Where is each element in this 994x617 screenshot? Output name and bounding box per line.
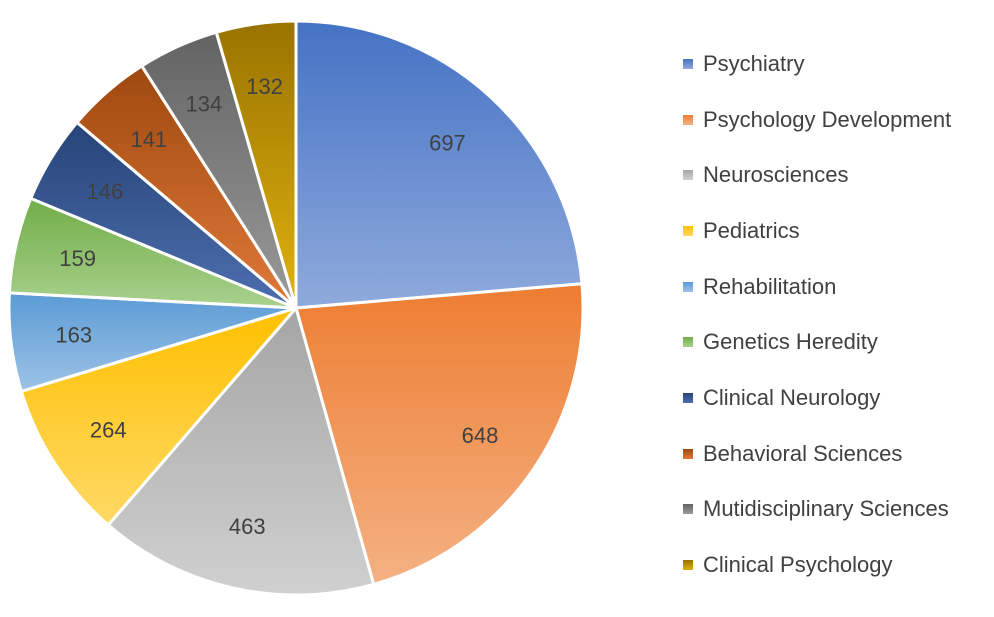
legend-item-clinical-psychology: Clinical Psychology <box>683 537 988 593</box>
pie-slice-pediatrics <box>19 306 298 527</box>
data-label-neurosciences: 463 <box>229 514 266 539</box>
data-label-clinical-psychology: 132 <box>246 74 283 99</box>
pie-slices <box>7 19 585 597</box>
legend-item-pediatrics: Pediatrics <box>683 203 988 259</box>
legend-item-behavioral-sciences: Behavioral Sciences <box>683 426 988 482</box>
legend-item-psychology-development: Psychology Development <box>683 92 988 148</box>
legend-swatch <box>683 281 693 292</box>
data-label-mutidisciplinary-sciences: 134 <box>185 91 222 116</box>
legend-label: Mutidisciplinary Sciences <box>703 496 949 522</box>
legend: Psychiatry Psychology Development Neurosci… <box>683 36 988 593</box>
legend-swatch <box>683 560 693 571</box>
legend-item-rehabilitation: Rehabilitation <box>683 259 988 315</box>
legend-label: Behavioral Sciences <box>703 440 903 466</box>
legend-label: Clinical Neurology <box>703 384 881 410</box>
legend-label: Genetics Heredity <box>703 329 878 355</box>
legend-swatch <box>683 392 693 403</box>
legend-swatch <box>683 114 693 125</box>
data-label-rehabilitation: 163 <box>55 323 92 348</box>
legend-label: Psychiatry <box>703 50 805 76</box>
legend-swatch <box>683 448 693 459</box>
pie-slice-psychiatry <box>294 19 584 310</box>
legend-label: Clinical Psychology <box>703 552 893 578</box>
legend-swatch <box>683 170 693 181</box>
pie-slice-neurosciences <box>106 306 376 597</box>
legend-item-mutidisciplinary-sciences: Mutidisciplinary Sciences <box>683 482 988 538</box>
data-label-psychiatry: 697 <box>429 131 466 156</box>
legend-item-neurosciences: Neurosciences <box>683 147 988 203</box>
legend-label: Psychology Development <box>703 106 952 132</box>
legend-label: Rehabilitation <box>703 273 837 299</box>
legend-label: Pediatrics <box>703 217 800 243</box>
legend-swatch <box>683 225 693 236</box>
legend-label: Neurosciences <box>703 162 849 188</box>
data-label-psychology-development: 648 <box>462 423 499 448</box>
pie-slice-psychology-development <box>294 282 585 586</box>
pie-slice-clinical-psychology <box>214 19 298 310</box>
legend-item-clinical-neurology: Clinical Neurology <box>683 370 988 426</box>
data-label-pediatrics: 264 <box>90 417 127 442</box>
legend-item-psychiatry: Psychiatry <box>683 36 988 92</box>
data-label-behavioral-sciences: 141 <box>130 127 167 152</box>
legend-swatch <box>683 504 693 515</box>
data-label-genetics-heredity: 159 <box>59 246 96 271</box>
pie-data-labels: 697 648 463 264 163 159 146 141 134 132 <box>55 74 498 539</box>
data-label-clinical-neurology: 146 <box>86 179 123 204</box>
legend-item-genetics-heredity: Genetics Heredity <box>683 314 988 370</box>
legend-swatch <box>683 58 693 69</box>
legend-swatch <box>683 337 693 348</box>
